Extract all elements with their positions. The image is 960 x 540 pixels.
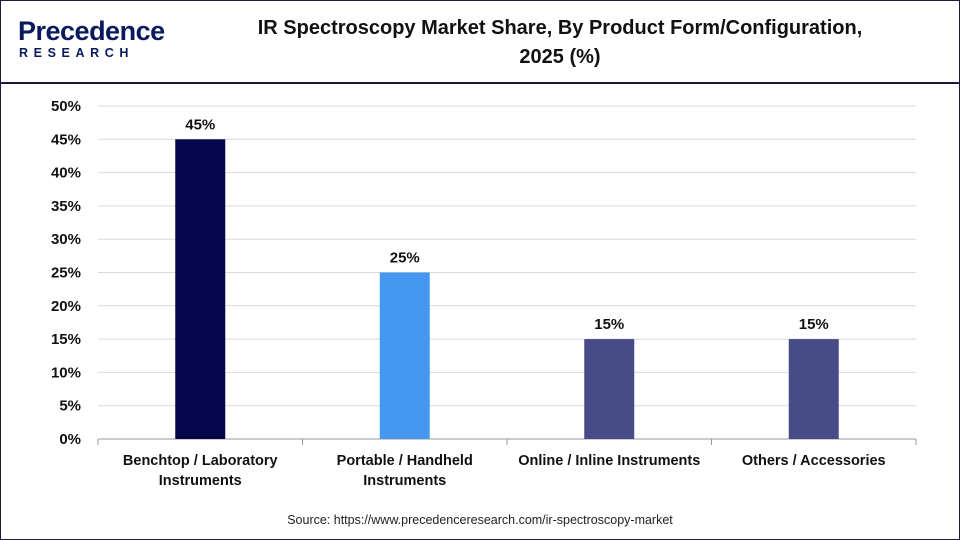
y-tick-label: 30% bbox=[51, 231, 81, 248]
data-label: 25% bbox=[390, 250, 420, 267]
data-label: 15% bbox=[594, 316, 624, 333]
header: Precedence RESEARCH IR Spectroscopy Mark… bbox=[0, 0, 960, 82]
y-tick-label: 5% bbox=[59, 398, 81, 415]
bar bbox=[584, 339, 635, 439]
chart-title-line-2: 2025 (%) bbox=[519, 46, 601, 68]
y-tick-label: 15% bbox=[51, 331, 81, 348]
y-tick-label: 50% bbox=[51, 98, 81, 115]
y-tick-label: 45% bbox=[51, 131, 81, 148]
bar bbox=[175, 139, 226, 440]
header-divider bbox=[0, 82, 960, 84]
x-tick-label: Online / Inline Instruments bbox=[518, 453, 700, 469]
y-tick-label: 20% bbox=[51, 298, 81, 315]
chart-title: IR Spectroscopy Market Share, By Product… bbox=[195, 14, 925, 72]
source-note: Source: https://www.precedenceresearch.c… bbox=[287, 513, 673, 527]
logo-sub: RESEARCH bbox=[19, 46, 134, 60]
x-tick-label: Instruments bbox=[363, 473, 446, 489]
data-label: 15% bbox=[799, 316, 829, 333]
x-tick-label: Instruments bbox=[159, 473, 242, 489]
bar bbox=[379, 272, 430, 439]
chart-title-line-1: IR Spectroscopy Market Share, By Product… bbox=[257, 17, 863, 39]
y-tick-label: 0% bbox=[59, 431, 81, 448]
y-tick-label: 35% bbox=[51, 198, 81, 215]
y-tick-label: 10% bbox=[51, 364, 81, 381]
y-tick-label: 40% bbox=[51, 165, 81, 182]
x-tick-label: Portable / Handheld bbox=[337, 453, 473, 469]
data-label: 45% bbox=[185, 116, 215, 133]
y-tick-label: 25% bbox=[51, 265, 81, 282]
logo-name: Precedence bbox=[18, 16, 165, 46]
x-tick-label: Benchtop / Laboratory bbox=[123, 453, 278, 469]
bar bbox=[788, 339, 839, 439]
x-tick-label: Others / Accessories bbox=[742, 453, 886, 469]
brand-logo: Precedence RESEARCH bbox=[18, 16, 168, 66]
